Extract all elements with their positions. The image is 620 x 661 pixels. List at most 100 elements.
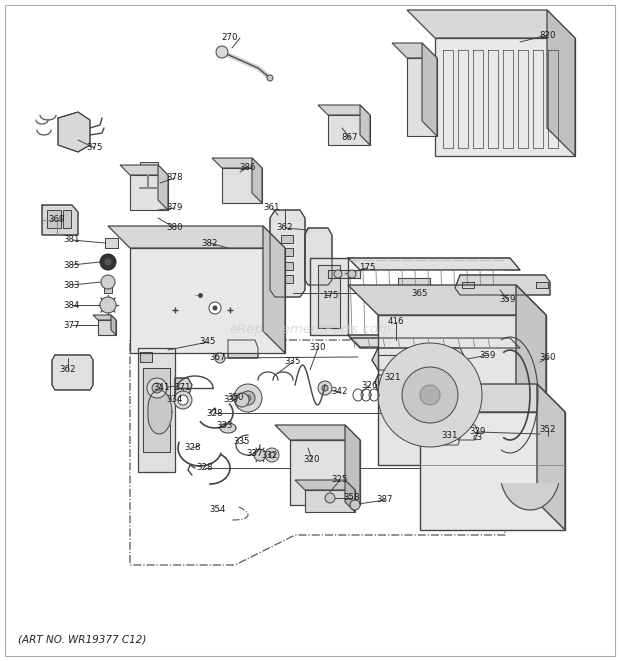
Polygon shape xyxy=(143,368,170,452)
Circle shape xyxy=(104,258,112,266)
Text: 341: 341 xyxy=(154,383,170,393)
Polygon shape xyxy=(93,315,116,320)
Polygon shape xyxy=(318,265,340,328)
Polygon shape xyxy=(345,425,360,505)
Circle shape xyxy=(269,452,275,458)
Circle shape xyxy=(100,254,116,270)
Circle shape xyxy=(245,395,251,401)
Polygon shape xyxy=(345,480,355,512)
Polygon shape xyxy=(328,270,360,278)
Bar xyxy=(104,285,112,293)
Polygon shape xyxy=(458,425,478,440)
Polygon shape xyxy=(502,484,559,510)
Text: 383: 383 xyxy=(64,280,80,290)
Text: 381: 381 xyxy=(64,235,80,245)
Bar xyxy=(295,468,355,474)
Text: (ART NO. WR19377 C12): (ART NO. WR19377 C12) xyxy=(18,635,146,645)
Polygon shape xyxy=(175,378,192,398)
Text: 175: 175 xyxy=(359,264,375,272)
Circle shape xyxy=(378,343,482,447)
Polygon shape xyxy=(372,348,465,370)
Polygon shape xyxy=(407,58,437,136)
Polygon shape xyxy=(98,320,116,335)
Polygon shape xyxy=(458,50,468,148)
Polygon shape xyxy=(435,38,575,156)
Text: 335: 335 xyxy=(234,438,250,446)
Polygon shape xyxy=(310,258,348,335)
Polygon shape xyxy=(473,50,483,148)
Text: 358: 358 xyxy=(343,494,360,502)
Circle shape xyxy=(100,297,116,313)
Polygon shape xyxy=(328,115,370,145)
Text: 360: 360 xyxy=(540,354,556,362)
Text: 354: 354 xyxy=(210,506,226,514)
Circle shape xyxy=(348,270,356,278)
Text: 362: 362 xyxy=(277,223,293,233)
Polygon shape xyxy=(130,175,168,210)
Text: 333: 333 xyxy=(217,420,233,430)
Polygon shape xyxy=(305,228,332,285)
Circle shape xyxy=(265,448,279,462)
Circle shape xyxy=(147,378,167,398)
Text: 337: 337 xyxy=(224,395,241,405)
Polygon shape xyxy=(392,384,565,412)
Circle shape xyxy=(402,367,458,423)
Polygon shape xyxy=(350,338,520,348)
Circle shape xyxy=(318,381,332,395)
Polygon shape xyxy=(158,165,168,210)
Polygon shape xyxy=(290,440,360,505)
Polygon shape xyxy=(305,490,355,512)
Circle shape xyxy=(254,449,266,461)
Polygon shape xyxy=(422,43,437,136)
Text: 416: 416 xyxy=(388,317,404,327)
Text: 328: 328 xyxy=(185,444,202,453)
Text: 820: 820 xyxy=(540,30,556,40)
Circle shape xyxy=(213,306,217,310)
Polygon shape xyxy=(360,105,370,145)
Text: 386: 386 xyxy=(240,163,256,171)
Polygon shape xyxy=(220,423,236,433)
Text: 367: 367 xyxy=(210,354,226,362)
Text: 385: 385 xyxy=(64,260,80,270)
Text: 321: 321 xyxy=(385,373,401,383)
Polygon shape xyxy=(537,384,565,530)
Polygon shape xyxy=(52,355,93,390)
Polygon shape xyxy=(375,375,408,392)
Circle shape xyxy=(350,500,360,510)
Polygon shape xyxy=(228,340,258,358)
Circle shape xyxy=(267,75,273,81)
Polygon shape xyxy=(212,158,262,168)
Circle shape xyxy=(174,391,192,409)
Text: 342: 342 xyxy=(332,387,348,397)
Polygon shape xyxy=(111,315,116,335)
Text: 350: 350 xyxy=(228,393,244,403)
Text: 345: 345 xyxy=(200,338,216,346)
Polygon shape xyxy=(42,205,78,235)
Text: 320: 320 xyxy=(304,455,321,465)
Text: 325: 325 xyxy=(332,475,348,485)
Text: 379: 379 xyxy=(167,204,183,212)
Polygon shape xyxy=(348,335,520,347)
Polygon shape xyxy=(275,425,360,440)
Text: 362: 362 xyxy=(60,366,76,375)
Text: 329: 329 xyxy=(470,428,486,436)
Bar xyxy=(281,248,293,256)
Polygon shape xyxy=(222,168,262,203)
Polygon shape xyxy=(462,282,474,288)
Text: 378: 378 xyxy=(167,173,184,182)
Polygon shape xyxy=(318,105,370,115)
Text: 361: 361 xyxy=(264,204,280,212)
Bar xyxy=(47,210,61,228)
Text: 328: 328 xyxy=(197,463,213,473)
Polygon shape xyxy=(392,43,437,58)
Text: 867: 867 xyxy=(342,134,358,143)
Polygon shape xyxy=(58,112,90,152)
Polygon shape xyxy=(536,282,548,288)
Text: 335: 335 xyxy=(285,358,301,366)
Polygon shape xyxy=(488,50,498,148)
Polygon shape xyxy=(407,10,575,38)
Polygon shape xyxy=(105,238,118,248)
Circle shape xyxy=(334,270,342,278)
Text: 380: 380 xyxy=(167,223,184,233)
Circle shape xyxy=(234,384,262,412)
